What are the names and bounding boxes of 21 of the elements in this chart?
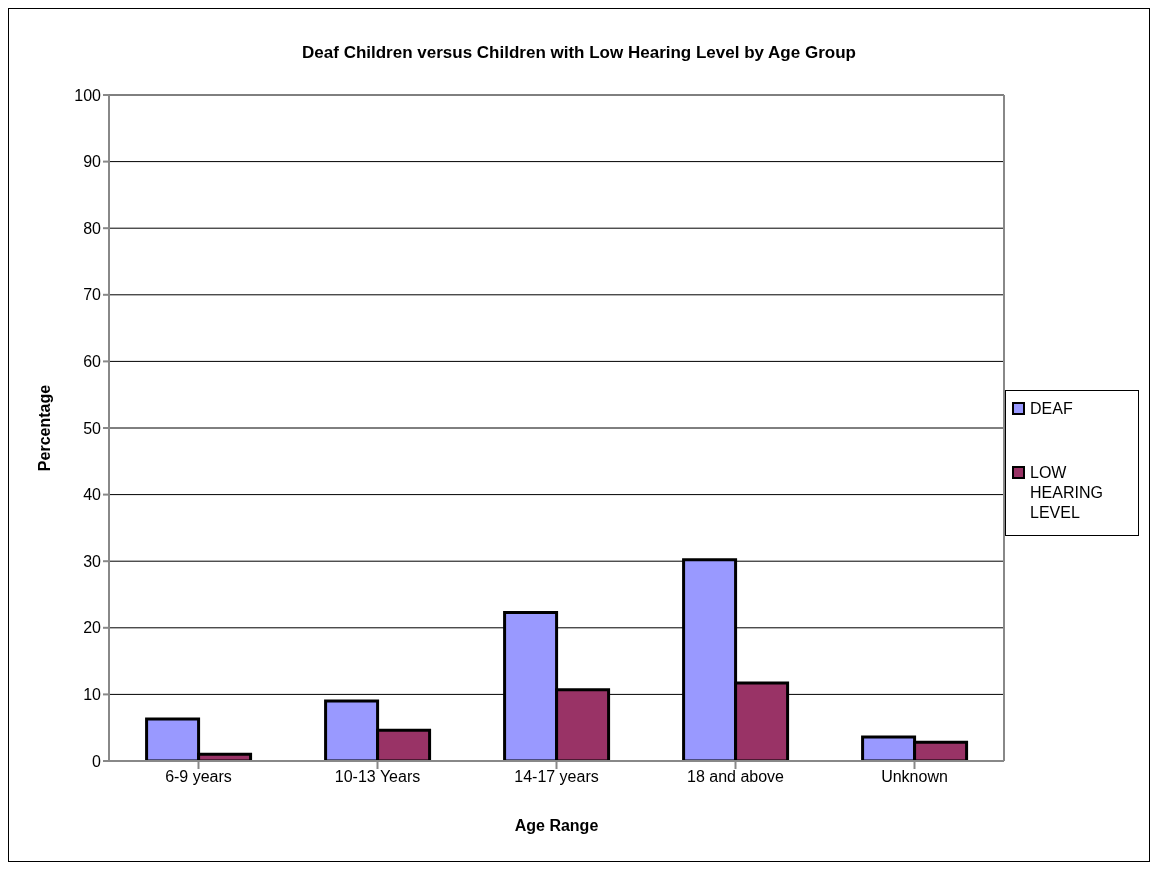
- legend-label: DEAF: [1030, 399, 1073, 419]
- y-tick-label: 10: [83, 686, 102, 704]
- y-tick-label: 40: [83, 486, 102, 504]
- x-tick-label: Unknown: [881, 768, 948, 786]
- x-tick-label: 6-9 years: [165, 768, 232, 786]
- y-tick-label: 20: [83, 619, 102, 637]
- y-tick-label: 60: [83, 353, 102, 371]
- y-tick-label: 90: [83, 153, 102, 171]
- x-tick-label: 10-13 Years: [334, 768, 421, 786]
- y-tick-label: 30: [83, 552, 102, 570]
- x-axis-title: Age Range: [514, 817, 599, 834]
- y-tick-label: 80: [83, 219, 102, 237]
- x-tick-label: 14-17 years: [514, 768, 599, 786]
- y-tick-label: 50: [83, 419, 102, 437]
- x-tick-label: 18 and above: [687, 768, 785, 786]
- chart-title: Deaf Children versus Children with Low Hearing Level by Age Group: [301, 43, 857, 64]
- y-tick-label: 0: [92, 752, 102, 770]
- y-tick-label: 100: [74, 86, 102, 104]
- legend-label: LOW HEARING LEVEL: [1030, 463, 1104, 523]
- y-axis-title: Percentage: [35, 384, 53, 472]
- y-tick-label: 70: [83, 286, 102, 304]
